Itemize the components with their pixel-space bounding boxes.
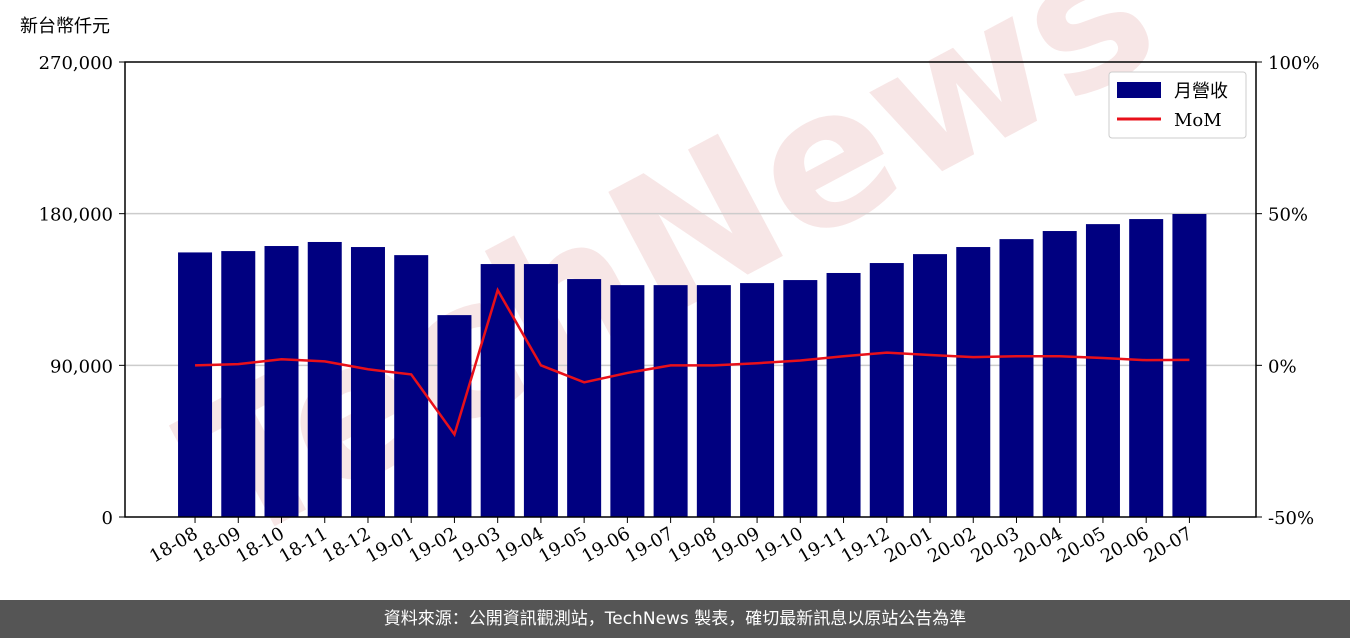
y-tick-label: 90,000 — [50, 356, 113, 377]
bar — [913, 254, 948, 517]
x-tick-label: 20-04 — [1011, 523, 1066, 567]
bar — [437, 315, 472, 517]
x-tick-label: 20-01 — [881, 523, 936, 567]
bar — [178, 252, 213, 518]
x-tick-label: 19-12 — [838, 523, 893, 567]
x-tick-label: 19-11 — [795, 523, 850, 567]
bar — [394, 255, 429, 517]
x-tick-label: 19-08 — [665, 523, 720, 567]
bar — [221, 251, 256, 518]
x-tick-label: 19-01 — [362, 523, 417, 567]
bar — [1129, 219, 1164, 517]
bar — [307, 241, 342, 517]
bar — [1085, 224, 1120, 518]
bar — [1042, 231, 1077, 517]
x-tick-label: 19-10 — [751, 523, 806, 567]
bar — [783, 280, 818, 517]
bar — [956, 247, 991, 518]
bar — [480, 264, 515, 517]
y2-tick-label: 100% — [1268, 53, 1319, 74]
y2-tick-label: 50% — [1268, 205, 1308, 226]
bar — [740, 283, 775, 517]
bar — [653, 285, 688, 517]
x-tick-label: 20-06 — [1097, 523, 1152, 567]
bar — [523, 264, 558, 517]
x-tick-label: 19-09 — [708, 523, 763, 567]
x-tick-label: 19-03 — [449, 523, 504, 567]
x-tick-label: 19-06 — [578, 523, 633, 567]
y-tick-label: 0 — [102, 508, 113, 529]
x-tick-label: 18-08 — [146, 523, 201, 567]
plot-frame — [124, 61, 1257, 518]
x-tick-label: 19-05 — [535, 523, 590, 567]
x-tick-label: 20-07 — [1140, 523, 1195, 567]
x-tick-label: 19-07 — [622, 523, 677, 567]
bar — [696, 285, 731, 517]
x-tick-label: 19-04 — [492, 523, 547, 567]
bar — [826, 272, 861, 517]
bar — [610, 285, 645, 517]
x-tick-label: 20-02 — [924, 523, 979, 567]
bar — [350, 247, 385, 518]
y-tick-label: 270,000 — [39, 53, 113, 74]
footer: 資料來源：公開資訊觀測站，TechNews 製表，確切最新訊息以原站公告為準 — [0, 600, 1350, 638]
y2-tick-label: 0% — [1268, 356, 1297, 377]
legend-label: MoM — [1174, 110, 1222, 131]
y-tick-label: 180,000 — [39, 205, 113, 226]
x-tick-label: 18-09 — [189, 523, 244, 567]
legend-swatch — [1117, 82, 1161, 98]
y2-tick-label: -50% — [1268, 508, 1314, 529]
legend-label: 月營收 — [1174, 81, 1228, 102]
bar — [999, 239, 1034, 517]
x-tick-label: 20-03 — [968, 523, 1023, 567]
x-tick-label: 19-02 — [406, 523, 461, 567]
bar — [1172, 214, 1207, 517]
y-axis-title: 新台幣仟元 — [20, 16, 110, 37]
chart: 新台幣仟元 TechNews 090,000180,000270,000-50%… — [20, 0, 1319, 588]
x-tick-label: 20-05 — [1054, 523, 1109, 567]
bar — [869, 263, 904, 517]
mom-line — [195, 286, 1190, 438]
bar — [567, 279, 602, 517]
bar — [264, 246, 299, 517]
